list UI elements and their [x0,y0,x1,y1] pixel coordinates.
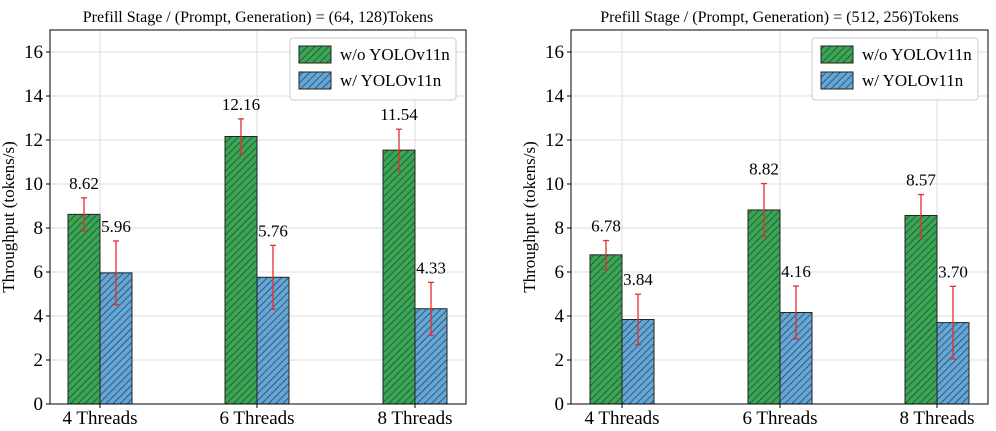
x-tick-label: 8 Threads [899,408,974,429]
y-tick-label: 0 [34,394,44,415]
chart-title: Prefill Stage / (Prompt, Generation) = (… [83,9,434,26]
y-tick-label: 2 [555,350,565,371]
y-tick-label: 0 [555,394,565,415]
y-axis-label: Throughput (tokens/s) [520,141,539,293]
x-tick-label: 6 Threads [219,408,294,429]
legend: w/o YOLOv11n w/ YOLOv11n [811,37,979,101]
data-label: 4.16 [781,262,811,281]
legend-swatch [298,71,332,90]
bar-without-yolo [589,254,623,405]
legend-swatch [820,45,854,64]
bar-with-yolo [99,272,133,405]
x-tick-label: 8 Threads [377,408,452,429]
y-tick-label: 16 [24,42,43,63]
bar-without-yolo [382,149,416,405]
y-tick-label: 4 [34,306,44,327]
data-label: 8.82 [749,160,779,179]
bar-without-yolo [67,213,101,405]
legend-label: w/o YOLOv11n [862,45,972,64]
y-tick-label: 2 [34,350,44,371]
chart-title: Prefill Stage / (Prompt, Generation) = (… [600,9,959,26]
legend-label: w/ YOLOv11n [340,71,442,90]
legend-label: w/o YOLOv11n [340,45,450,64]
y-tick-label: 16 [545,42,564,63]
data-label: 5.76 [258,221,288,240]
y-tick-label: 6 [555,262,565,283]
data-label: 5.96 [101,217,131,236]
data-label: 6.78 [591,217,621,236]
legend-swatch [820,71,854,90]
legend: w/o YOLOv11n w/ YOLOv11n [289,37,457,101]
y-tick-label: 6 [34,262,44,283]
data-label: 8.62 [69,174,99,193]
x-tick-label: 4 Threads [62,408,137,429]
chart-panel-left: 8.62 12.16 11.54 5.96 5.76 4.33 0 2 4 6 8 10 12 14 16 4… [0,9,467,429]
data-label: 3.84 [623,270,653,289]
chart-panel-right: 6.78 8.82 8.57 3.84 4.16 3.70 0 2 4 6 8 10 12 14 16 4 T… [520,9,989,429]
y-axis-label: Throughput (tokens/s) [0,141,18,293]
bar-without-yolo [904,214,938,405]
x-tick-label: 6 Threads [742,408,817,429]
y-tick-label: 12 [24,130,43,151]
data-label: 12.16 [222,95,260,114]
y-tick-label: 4 [555,306,565,327]
y-tick-label: 8 [34,218,44,239]
data-label: 11.54 [380,105,418,124]
y-tick-label: 10 [545,174,564,195]
data-label: 8.57 [906,171,936,190]
y-tick-label: 12 [545,130,564,151]
plot-frame [49,29,467,405]
data-label: 4.33 [416,258,446,277]
legend-swatch [298,45,332,64]
legend-label: w/ YOLOv11n [862,71,964,90]
x-tick-label: 4 Threads [584,408,659,429]
y-tick-label: 10 [24,174,43,195]
y-tick-label: 14 [24,86,44,107]
bar-without-yolo [747,209,781,405]
y-tick-label: 8 [555,218,565,239]
y-tick-label: 14 [545,86,565,107]
data-label: 3.70 [938,262,968,281]
bar-without-yolo [224,135,258,405]
